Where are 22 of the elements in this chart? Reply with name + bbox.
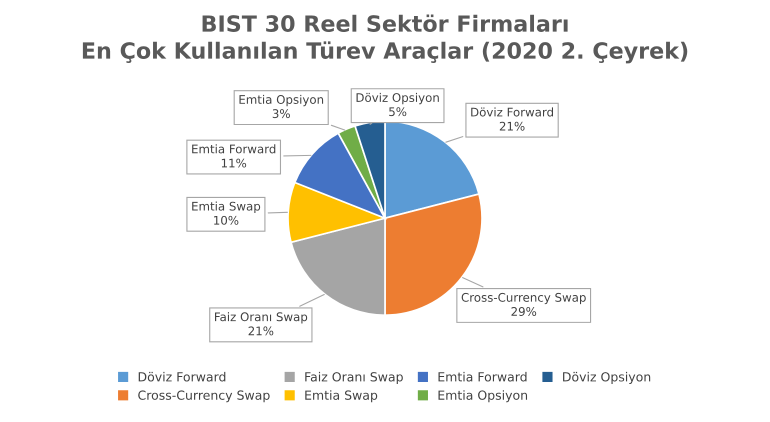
legend-label: Emtia Forward [438, 372, 526, 382]
slice-label: Cross-Currency Swap [462, 292, 586, 304]
slice-label: Döviz Forward [471, 107, 553, 117]
data-label: 3% [272, 109, 290, 118]
legend-label: Emtia Swap [305, 390, 378, 402]
slice-label: Emtia Swap [192, 202, 260, 213]
legend-label: Faiz Oranı Swap [305, 372, 403, 384]
slice-label: Döviz Opsiyon [356, 92, 439, 104]
data-label: 21% [248, 326, 274, 336]
data-label: 21% [500, 122, 525, 131]
slice-label: Faiz Oranı Swap [215, 312, 308, 324]
data-label: 11% [222, 158, 246, 168]
legend-label: Cross-Currency Swap [138, 390, 270, 402]
chart-title: BIST 30 Reel Sektör Firmaları En Çok Kullanılan Türev Araçlar (2020 2. Çeyrek) [82, 14, 688, 64]
legend-label: Döviz Forward [138, 372, 226, 382]
slice-label: Emtia Opsiyon [239, 94, 324, 106]
legend-label: Emtia Opsiyon [438, 390, 528, 402]
slice-label: Emtia Forward [192, 144, 276, 154]
data-label: 10% [214, 216, 238, 225]
data-label: 5% [389, 107, 406, 116]
legend-label: Döviz Opsiyon [563, 372, 650, 384]
data-label: 29% [511, 307, 536, 316]
